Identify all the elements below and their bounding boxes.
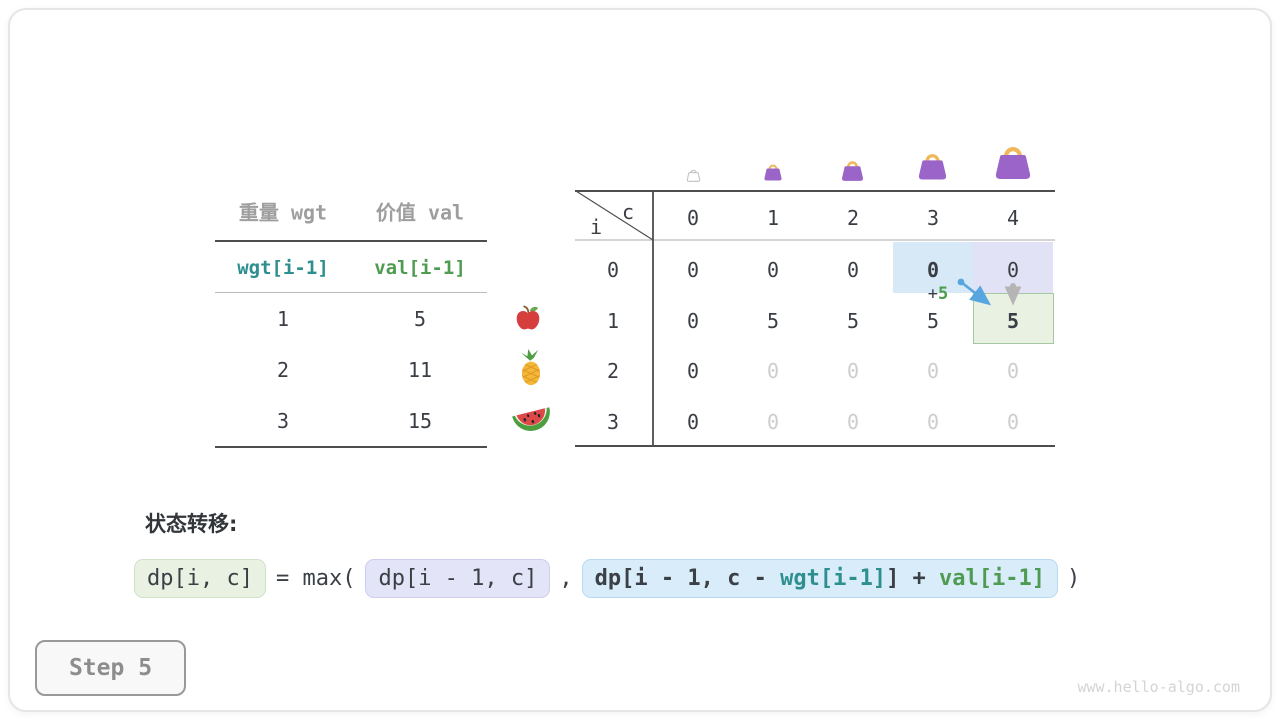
dp-cell-target: 5 — [1006, 309, 1020, 333]
added-value: 5 — [938, 284, 949, 304]
add-value-annotation: +5 — [928, 284, 949, 304]
items-index-wgt: wgt[i-1] — [237, 257, 329, 279]
dp-col-header: 1 — [766, 206, 780, 230]
formula-lhs-box: dp[i, c] — [134, 559, 266, 598]
formula-arg2-wgt: wgt[i-1] — [780, 566, 887, 591]
dp-row-header: 0 — [606, 258, 620, 282]
dp-cell-pending: 0 — [846, 410, 860, 434]
dp-row-header: 1 — [606, 309, 620, 333]
formula-arg2-val: val[i-1] — [939, 566, 1046, 591]
dp-row-header: 2 — [606, 359, 620, 383]
dp-cell-pending: 0 — [926, 359, 940, 383]
dp-cell-pending: 0 — [766, 359, 780, 383]
dp-table: c i 0 1 2 3 4 0 1 2 3 0 0 0 0 0 0 5 5 5 … — [560, 125, 1072, 455]
items-table-bottom-rule — [215, 446, 487, 448]
formula-arg2-mid: ] + — [886, 566, 940, 591]
dp-cell-source-left: 0 — [926, 258, 940, 282]
formula-arg2-box: dp[i - 1, c - wgt[i-1]] + val[i-1] — [581, 559, 1059, 598]
dp-table-rules-and-arrows — [575, 190, 1055, 447]
dp-cell: 5 — [766, 309, 780, 333]
dp-col-header: 4 — [1006, 206, 1020, 230]
item-row-wgt: 1 — [276, 307, 290, 331]
bag-small-icon — [762, 162, 784, 186]
state-transition-formula: dp[i, c] = max( dp[i - 1, c] , dp[i - 1,… — [134, 559, 1080, 598]
pineapple-icon — [514, 349, 548, 391]
dp-cell-pending: 0 — [1006, 410, 1020, 434]
dp-cell: 0 — [686, 309, 700, 333]
items-table-mid-rule — [215, 292, 487, 293]
dp-col-header: 0 — [686, 206, 700, 230]
watermark: www.hello-algo.com — [1077, 678, 1240, 696]
dp-cell: 0 — [686, 359, 700, 383]
apple-icon — [513, 303, 543, 337]
item-row-val: 15 — [407, 409, 433, 433]
dp-col-header: 3 — [926, 206, 940, 230]
formula-eq-max: = max( — [275, 566, 356, 591]
formula-close-paren: ) — [1067, 566, 1081, 591]
dp-cell-pending: 0 — [766, 410, 780, 434]
items-col-header-val: 价值 val — [375, 200, 465, 225]
item-row-val: 11 — [407, 358, 433, 382]
item-row-wgt: 3 — [276, 409, 290, 433]
items-table-top-rule — [215, 240, 487, 242]
bag-medium-icon — [839, 158, 866, 187]
item-row-wgt: 2 — [276, 358, 290, 382]
dp-cell: 5 — [846, 309, 860, 333]
corner-label-i: i — [589, 215, 603, 239]
dp-cell-pending: 0 — [1006, 359, 1020, 383]
items-index-val: val[i-1] — [374, 257, 466, 279]
items-col-header-wgt: 重量 wgt — [238, 200, 328, 225]
dp-cell: 0 — [766, 258, 780, 282]
formula-arg1-box: dp[i - 1, c] — [365, 559, 551, 598]
step-badge: Step 5 — [35, 640, 186, 696]
state-transition-heading: 状态转移: — [145, 512, 238, 536]
item-row-val: 5 — [413, 307, 427, 331]
watermelon-icon — [511, 401, 553, 439]
bag-large-icon — [915, 150, 950, 186]
corner-label-c: c — [621, 200, 635, 224]
dp-cell: 0 — [686, 258, 700, 282]
bag-empty-icon — [685, 167, 702, 187]
dp-cell-pending: 0 — [846, 359, 860, 383]
dp-cell: 0 — [846, 258, 860, 282]
dp-col-header: 2 — [846, 206, 860, 230]
dp-cell-source-above: 0 — [1006, 258, 1020, 282]
dp-cell: 5 — [926, 309, 940, 333]
dp-cell: 0 — [686, 410, 700, 434]
formula-arg2-prefix: dp[i - 1, c - — [594, 566, 781, 591]
dp-cell-pending: 0 — [926, 410, 940, 434]
formula-comma: , — [559, 566, 573, 591]
dp-row-header: 3 — [606, 410, 620, 434]
items-table: 重量 wgt 价值 val wgt[i-1] val[i-1] 1 5 2 11… — [215, 195, 490, 455]
bag-xlarge-icon — [991, 142, 1035, 186]
plus-sign: + — [927, 284, 938, 304]
